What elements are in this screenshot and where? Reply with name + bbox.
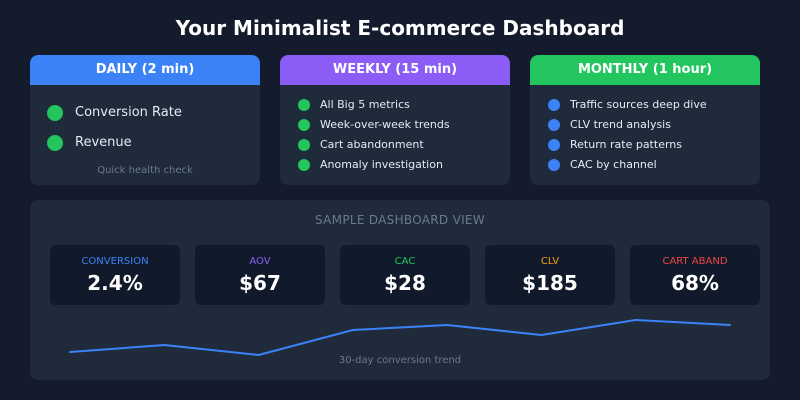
green-dot-icon bbox=[298, 99, 310, 111]
blue-dot-icon bbox=[548, 159, 560, 171]
blue-dot-icon bbox=[548, 119, 560, 131]
green-dot-icon bbox=[47, 135, 63, 151]
monthly-list: Traffic sources deep dive CLV trend anal… bbox=[530, 95, 760, 175]
kpi-value: $28 bbox=[384, 271, 426, 295]
blue-dot-icon bbox=[548, 99, 560, 111]
green-dot-icon bbox=[298, 119, 310, 131]
page-title: Your Minimalist E-commerce Dashboard bbox=[175, 16, 625, 40]
list-item: Cart abandonment bbox=[280, 135, 510, 155]
list-item: Anomaly investigation bbox=[280, 155, 510, 175]
list-item: Conversion Rate bbox=[30, 98, 260, 128]
list-item: All Big 5 metrics bbox=[280, 95, 510, 115]
weekly-card: WEEKLY (15 min) All Big 5 metrics Week-o… bbox=[280, 55, 510, 185]
kpi-label: CAC bbox=[394, 256, 416, 267]
kpi-tile-cart-abandonment: CART ABAND 68% bbox=[630, 245, 760, 305]
sample-dashboard-panel: SAMPLE DASHBOARD VIEW CONVERSION 2.4% AO… bbox=[30, 200, 770, 380]
kpi-value: $67 bbox=[239, 271, 281, 295]
list-item: Revenue bbox=[30, 128, 260, 158]
daily-card-note: Quick health check bbox=[97, 165, 193, 176]
kpi-value: 2.4% bbox=[87, 271, 143, 295]
weekly-card-header: WEEKLY (15 min) bbox=[280, 55, 510, 85]
kpi-tile-clv: CLV $185 bbox=[485, 245, 615, 305]
monthly-card-header: MONTHLY (1 hour) bbox=[530, 55, 760, 85]
kpi-value: $185 bbox=[522, 271, 578, 295]
monthly-card: MONTHLY (1 hour) Traffic sources deep di… bbox=[530, 55, 760, 185]
kpi-tile-aov: AOV $67 bbox=[195, 245, 325, 305]
trend-line bbox=[69, 319, 731, 356]
list-item: Traffic sources deep dive bbox=[530, 95, 760, 115]
green-dot-icon bbox=[298, 159, 310, 171]
kpi-label: CONVERSION bbox=[81, 256, 149, 267]
daily-list: Conversion Rate Revenue bbox=[30, 98, 260, 158]
list-item: Week-over-week trends bbox=[280, 115, 510, 135]
daily-card-header: DAILY (2 min) bbox=[30, 55, 260, 85]
conversion-trend-chart bbox=[69, 319, 731, 356]
kpi-label: AOV bbox=[249, 256, 271, 267]
kpi-label: CART ABAND bbox=[662, 256, 728, 267]
green-dot-icon bbox=[298, 139, 310, 151]
trend-caption: 30-day conversion trend bbox=[338, 355, 462, 366]
blue-dot-icon bbox=[548, 139, 560, 151]
list-item: Return rate patterns bbox=[530, 135, 760, 155]
kpi-tile-conversion: CONVERSION 2.4% bbox=[50, 245, 180, 305]
sample-dashboard-title: SAMPLE DASHBOARD VIEW bbox=[315, 213, 485, 227]
weekly-list: All Big 5 metrics Week-over-week trends … bbox=[280, 95, 510, 175]
kpi-value: 68% bbox=[671, 271, 719, 295]
list-item: CLV trend analysis bbox=[530, 115, 760, 135]
green-dot-icon bbox=[47, 105, 63, 121]
list-item: CAC by channel bbox=[530, 155, 760, 175]
daily-card: DAILY (2 min) Conversion Rate Revenue Qu… bbox=[30, 55, 260, 185]
kpi-tile-cac: CAC $28 bbox=[340, 245, 470, 305]
kpi-label: CLV bbox=[540, 256, 560, 267]
